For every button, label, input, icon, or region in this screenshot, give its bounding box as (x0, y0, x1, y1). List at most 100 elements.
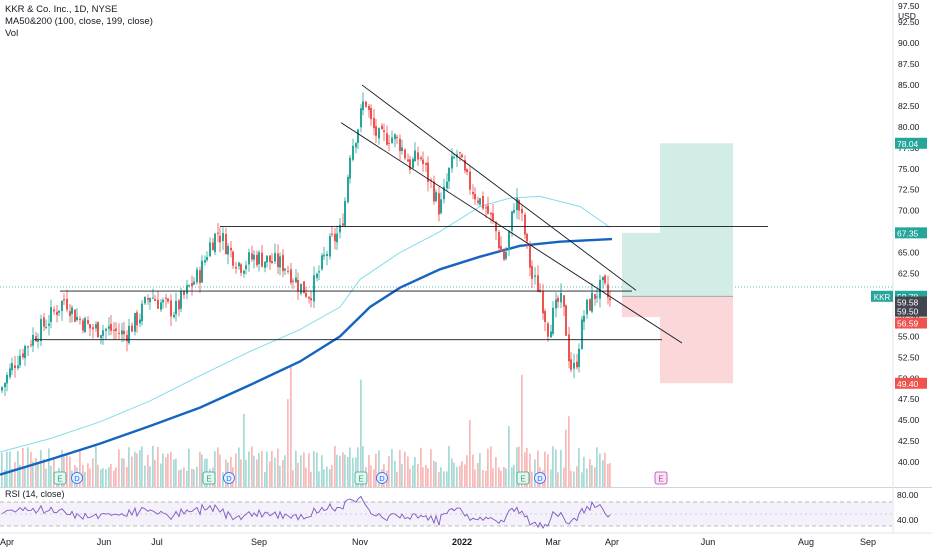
volume-bar (45, 468, 47, 487)
candle-body (383, 130, 385, 132)
candle-body (61, 300, 63, 311)
rsi-axis-label: 40.00 (897, 515, 919, 525)
volume-bar (544, 451, 546, 487)
volume-bar (349, 447, 351, 487)
volume-bar (461, 461, 463, 487)
volume-bar (586, 468, 588, 487)
candle-body (446, 181, 448, 189)
candle-body (53, 309, 55, 312)
candle-body (178, 300, 180, 310)
candle-body (282, 254, 284, 272)
candle-body (35, 336, 37, 342)
candle-body (209, 242, 211, 257)
candle-body (222, 232, 224, 242)
time-tick: Sep (860, 537, 876, 547)
candle-body (201, 260, 203, 283)
volume-bar (9, 451, 11, 487)
volume-bar (370, 465, 372, 487)
volume-bar (414, 456, 416, 487)
rsi-line (1, 495, 611, 530)
volume-bar (100, 469, 102, 487)
volume-bar (310, 471, 312, 487)
candle-body (399, 138, 401, 152)
volume-bar (391, 448, 393, 487)
candle-body (310, 298, 312, 301)
volume-bar (607, 464, 609, 487)
volume-bar (599, 453, 601, 487)
candle-body (430, 179, 432, 181)
volume-bar (433, 460, 435, 487)
volume-bar (266, 451, 268, 487)
time-tick: Aug (798, 537, 814, 547)
volume-bar (352, 457, 354, 487)
volume-bar (240, 459, 242, 487)
candle-body (381, 125, 383, 130)
volume-bar (123, 458, 125, 487)
candle-body (191, 283, 193, 287)
dividend-marker (223, 472, 235, 484)
volume-bar (235, 453, 237, 487)
channel-line (340, 122, 683, 344)
candle-body (56, 311, 58, 315)
volume-bar (292, 470, 294, 487)
price-tick: 87.50 (898, 59, 920, 69)
candle-body (586, 299, 588, 315)
future-earnings-label: E (658, 475, 663, 484)
volume-bar (425, 464, 427, 487)
volume-bar (578, 447, 580, 487)
volume-bar (609, 463, 611, 487)
price-tick: 75.00 (898, 164, 920, 174)
candle-body (524, 214, 526, 235)
candle-body (256, 254, 258, 266)
ma199-line (0, 237, 613, 476)
candle-body (414, 150, 416, 162)
candle-body (433, 181, 435, 202)
candle-body (581, 319, 583, 349)
candle-body (498, 231, 500, 249)
channel-line (361, 84, 637, 291)
volume-bar (443, 471, 445, 487)
volume-bar (472, 454, 474, 487)
volume-bar (565, 429, 567, 487)
volume-bar (248, 451, 250, 487)
candle-body (149, 298, 151, 303)
volume-bar (253, 455, 255, 487)
volume-bar (173, 459, 175, 487)
volume-bar (375, 453, 377, 487)
candle-body (355, 143, 357, 148)
price-tag-label: 78.04 (897, 139, 919, 149)
volume-bar (170, 451, 172, 487)
time-tick: Jun (701, 537, 716, 547)
candle-body (305, 292, 307, 297)
volume-bar (469, 419, 471, 487)
candle-body (479, 198, 481, 205)
volume-bar (79, 449, 81, 487)
candle-body (4, 382, 6, 388)
candle-body (339, 224, 341, 233)
candle-body (271, 261, 273, 264)
candle-body (362, 101, 364, 111)
ticker-tag (871, 290, 893, 302)
volume-bar (160, 463, 162, 487)
volume-bar (521, 374, 523, 487)
candle-body (284, 268, 286, 271)
candle-body (173, 314, 175, 318)
earnings-marker (354, 471, 368, 485)
candle-body (505, 252, 507, 259)
volume-bar (97, 464, 99, 487)
volume-bar (529, 453, 531, 487)
candles (1, 92, 611, 396)
candle-body (9, 368, 11, 378)
volume-bar (19, 465, 21, 487)
candle-body (266, 255, 268, 263)
candle-body (186, 285, 188, 294)
candle-body (336, 233, 338, 243)
candle-body (591, 292, 593, 312)
time-tick: Nov (352, 537, 369, 547)
volume-bar (230, 456, 232, 487)
volume-bar (407, 456, 409, 487)
volume-bar (1, 452, 3, 487)
candle-body (40, 319, 42, 342)
candle-body (100, 335, 102, 339)
